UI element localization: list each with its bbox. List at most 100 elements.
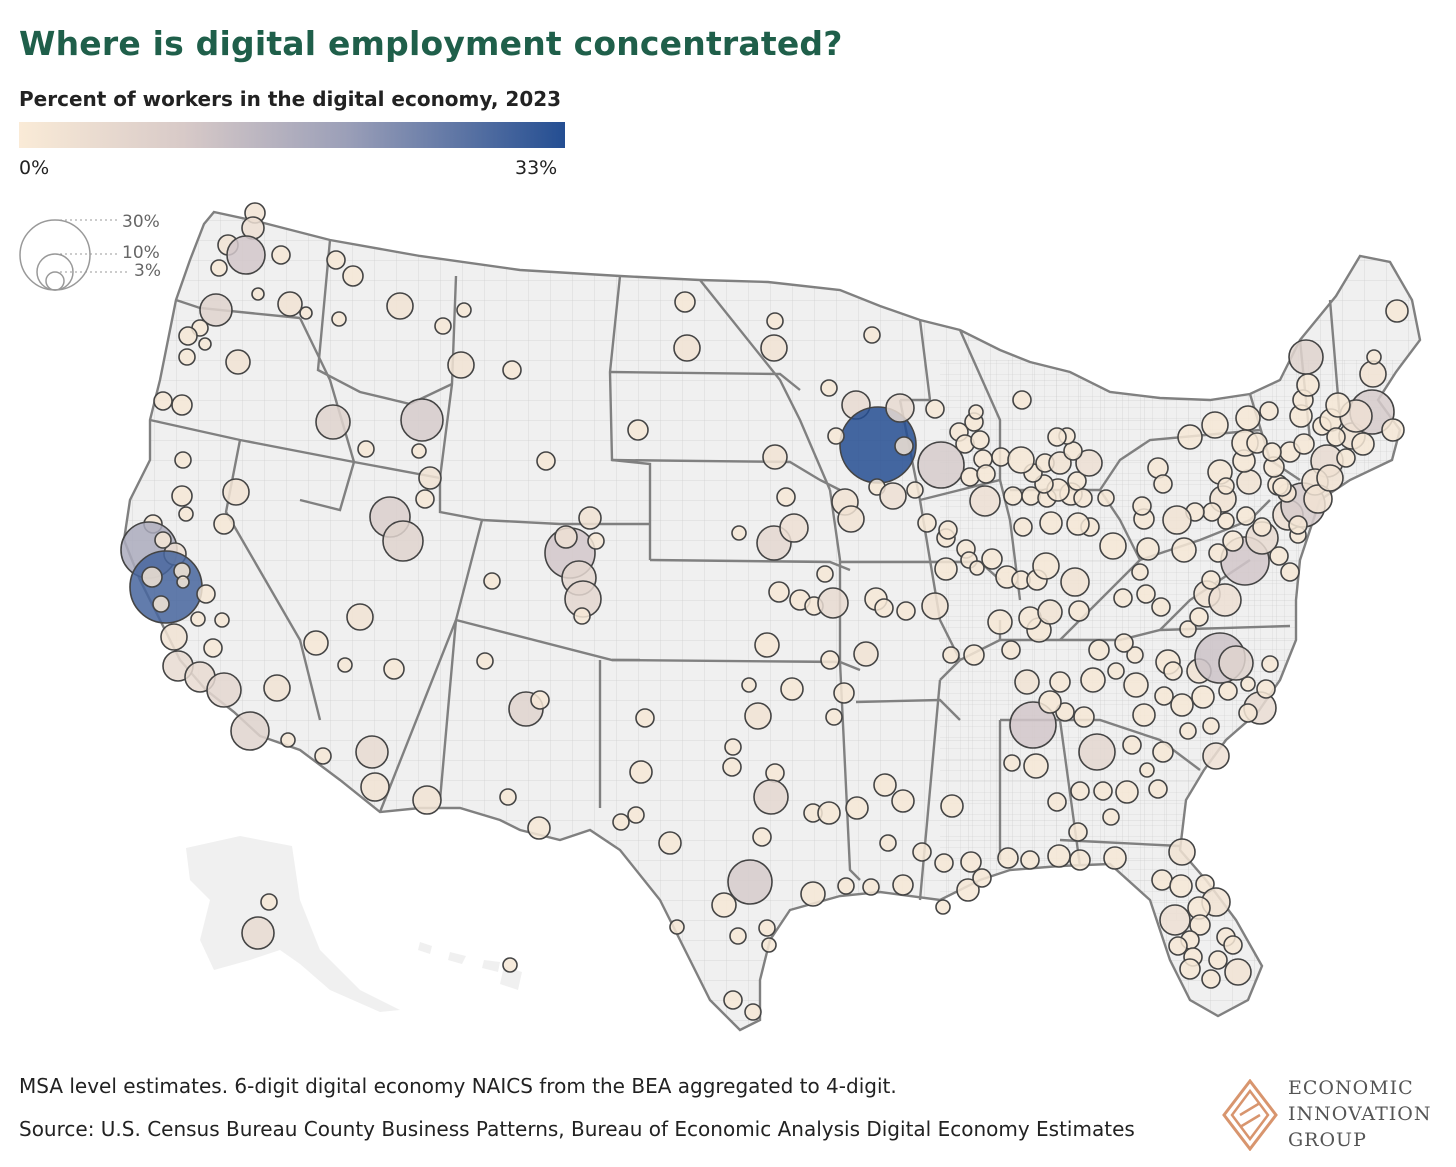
msa-bubble bbox=[1381, 418, 1405, 442]
msa-bubble bbox=[434, 317, 452, 335]
msa-bubble bbox=[578, 506, 602, 530]
msa-bubble bbox=[935, 899, 951, 915]
msa-bubble bbox=[213, 513, 235, 535]
msa-bubble bbox=[337, 657, 353, 673]
msa-bubble bbox=[731, 525, 747, 541]
msa-bubble bbox=[1168, 838, 1196, 866]
msa-bubble bbox=[970, 430, 990, 450]
msa-bubble bbox=[1261, 655, 1279, 673]
msa-bubble bbox=[758, 919, 776, 937]
msa-bubble bbox=[963, 644, 985, 666]
msa-bubble bbox=[527, 816, 551, 840]
msa-bubble bbox=[1202, 502, 1222, 522]
msa-bubble bbox=[1208, 950, 1228, 970]
msa-bubble bbox=[744, 702, 772, 730]
msa-bubble bbox=[1003, 754, 1021, 772]
msa-bubble bbox=[1359, 360, 1387, 388]
msa-bubble bbox=[263, 674, 291, 702]
msa-bubble bbox=[277, 291, 303, 317]
msa-bubble bbox=[724, 738, 742, 756]
msa-bubble bbox=[1068, 822, 1088, 842]
msa-bubble bbox=[960, 851, 982, 873]
msa-bubble bbox=[741, 677, 757, 693]
msa-bubble bbox=[1047, 427, 1067, 447]
msa-bubble bbox=[190, 611, 206, 627]
msa-bubble bbox=[1272, 477, 1292, 497]
msa-bubble bbox=[152, 595, 170, 613]
msa-bubble bbox=[222, 478, 250, 506]
msa-bubble bbox=[891, 789, 915, 813]
msa-bubble bbox=[879, 482, 907, 510]
msa-bubble bbox=[940, 794, 964, 818]
msa-bubble bbox=[768, 581, 790, 603]
msa-bubble bbox=[934, 557, 958, 581]
msa-bubble bbox=[825, 708, 843, 726]
msa-bubbles bbox=[120, 202, 1409, 1021]
color-scale-title: Percent of workers in the digital econom… bbox=[19, 87, 562, 111]
msa-bubble bbox=[1296, 373, 1320, 397]
msa-bubble bbox=[1316, 464, 1344, 492]
msa-bubble bbox=[853, 641, 879, 667]
msa-bubble bbox=[1326, 427, 1346, 447]
msa-bubble bbox=[412, 785, 442, 815]
msa-bubble bbox=[863, 326, 881, 344]
msa-bubble bbox=[1020, 850, 1040, 870]
msa-bubble bbox=[178, 348, 196, 366]
msa-bubble bbox=[1114, 633, 1134, 653]
msa-bubble bbox=[744, 1003, 762, 1021]
msa-bubble bbox=[1003, 486, 1023, 506]
msa-bubble bbox=[1047, 844, 1071, 868]
msa-bubble bbox=[1007, 446, 1035, 474]
msa-bubble bbox=[1032, 552, 1060, 580]
msa-bubble bbox=[314, 747, 332, 765]
msa-bubble bbox=[1132, 496, 1152, 516]
msa-bubble bbox=[1366, 349, 1382, 365]
msa-bubble bbox=[1070, 781, 1090, 801]
msa-bubble bbox=[214, 612, 230, 628]
msa-bubble bbox=[997, 847, 1019, 869]
msa-bubble bbox=[502, 957, 518, 973]
msa-bubble bbox=[727, 859, 773, 905]
msa-bubble bbox=[1256, 679, 1276, 699]
msa-bubble bbox=[357, 440, 375, 458]
msa-bubble bbox=[942, 646, 960, 664]
msa-bubble bbox=[1222, 530, 1244, 552]
msa-bubble bbox=[198, 337, 212, 351]
msa-bubble bbox=[360, 772, 390, 802]
msa-bubble bbox=[346, 603, 374, 631]
msa-bubble bbox=[1259, 401, 1279, 421]
msa-bubble bbox=[171, 485, 193, 507]
msa-bubble bbox=[1224, 958, 1252, 986]
msa-bubble bbox=[968, 404, 984, 420]
msa-bubble bbox=[1148, 779, 1168, 799]
msa-bubble bbox=[981, 548, 1003, 570]
msa-bubble bbox=[251, 287, 265, 301]
msa-bubble bbox=[627, 806, 645, 824]
msa-bubble bbox=[1293, 433, 1315, 455]
msa-bubble bbox=[554, 525, 578, 549]
msa-bubble bbox=[1132, 703, 1156, 727]
msa-bubble bbox=[629, 760, 653, 784]
msa-bubble bbox=[174, 451, 192, 469]
msa-bubble bbox=[1217, 477, 1235, 495]
eig-wordmark: ECONOMIC INNOVATION GROUP bbox=[1288, 1075, 1432, 1153]
msa-bubble bbox=[1168, 936, 1188, 956]
msa-bubble bbox=[331, 311, 347, 327]
msa-bubble bbox=[1073, 706, 1095, 728]
msa-bubble bbox=[892, 874, 914, 896]
msa-bubble bbox=[1179, 958, 1201, 980]
msa-bubble bbox=[885, 393, 915, 423]
footnote: MSA level estimates. 6-digit digital eco… bbox=[19, 1074, 897, 1098]
msa-bubble bbox=[1336, 448, 1356, 468]
msa-bubble bbox=[1075, 449, 1103, 477]
chart-title: Where is digital employment concentrated… bbox=[19, 24, 843, 63]
eig-logo: ECONOMIC INNOVATION GROUP bbox=[1222, 1075, 1452, 1155]
msa-bubble bbox=[415, 489, 435, 509]
msa-bubble bbox=[761, 937, 777, 953]
msa-bubble bbox=[1162, 505, 1192, 535]
msa-bubble bbox=[1103, 846, 1127, 870]
msa-bubble bbox=[178, 326, 198, 346]
msa-bubble bbox=[573, 607, 591, 625]
msa-bubble bbox=[800, 881, 826, 907]
msa-bubble bbox=[969, 485, 1001, 517]
